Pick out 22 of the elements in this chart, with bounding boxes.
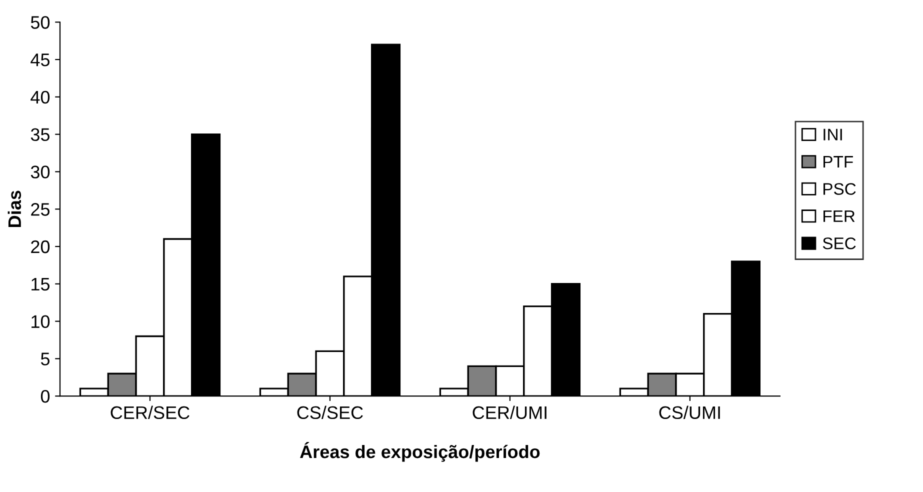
- y-tick-label: 50: [30, 16, 50, 29]
- y-tick-label: 35: [30, 128, 50, 142]
- legend-label: PTF: [824, 156, 853, 168]
- legend-label: FER: [824, 210, 855, 222]
- y-tick-label: 10: [32, 315, 50, 328]
- x-tick-label: CER/SEC: [110, 406, 190, 420]
- legend-label: PSC: [824, 183, 856, 195]
- y-tick-label: 40: [30, 90, 50, 104]
- x-tick-label: CER/UMI: [472, 406, 546, 420]
- y-tick-label: 30: [30, 166, 50, 178]
- y-axis-title: Dias: [8, 190, 22, 227]
- legend-label: SEC: [822, 237, 856, 250]
- y-tick-label: 5: [40, 352, 50, 366]
- y-tick-label: 25: [31, 203, 50, 216]
- y-tick-label: 20: [31, 240, 50, 254]
- y-tick-label: 0: [40, 390, 50, 403]
- y-tick-label: 45: [30, 54, 50, 66]
- y-tick-label: 15: [32, 278, 50, 291]
- x-tick-label: CS/UMI: [659, 406, 720, 420]
- x-axis-title: Áreas de exposição/período: [300, 442, 540, 462]
- legend-label: INI: [824, 128, 842, 140]
- x-tick-label: CS/SEC: [297, 406, 363, 420]
